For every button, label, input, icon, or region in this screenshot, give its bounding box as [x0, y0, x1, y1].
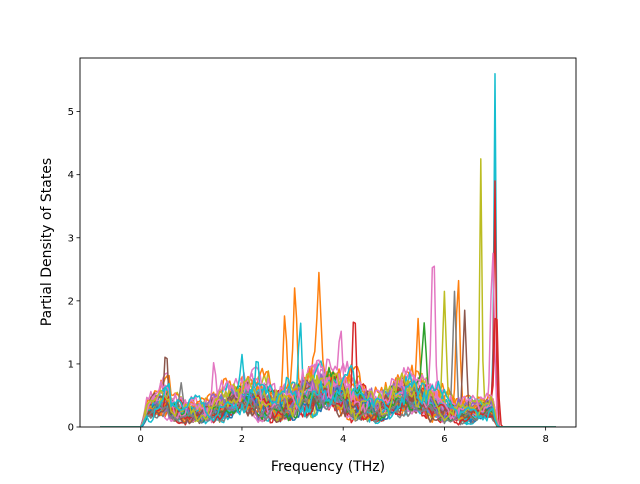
- series-layer: [100, 73, 556, 427]
- y-axis-label: Partial Density of States: [39, 158, 55, 326]
- y-tick-label: 5: [68, 107, 74, 118]
- x-tick-label: 2: [239, 434, 245, 445]
- ticks-layer: 0 2 4 6 8 0 1 2 3 4 5: [68, 107, 549, 445]
- y-tick-label: 4: [68, 170, 74, 181]
- pdos-series-line: [100, 391, 556, 427]
- pdos-series-line: [100, 364, 556, 427]
- pdos-series-line: [100, 372, 556, 427]
- x-axis-label: Frequency (THz): [271, 459, 385, 475]
- y-tick-label: 2: [68, 296, 74, 307]
- y-tick-label: 0: [68, 423, 74, 434]
- plot-frame: [79, 57, 577, 428]
- x-tick-label: 6: [441, 434, 447, 445]
- x-tick-label: 4: [340, 434, 346, 445]
- y-tick-label: 3: [68, 233, 74, 244]
- x-tick-label: 8: [542, 434, 548, 445]
- x-tick-label: 0: [138, 434, 144, 445]
- y-tick-label: 1: [68, 359, 74, 370]
